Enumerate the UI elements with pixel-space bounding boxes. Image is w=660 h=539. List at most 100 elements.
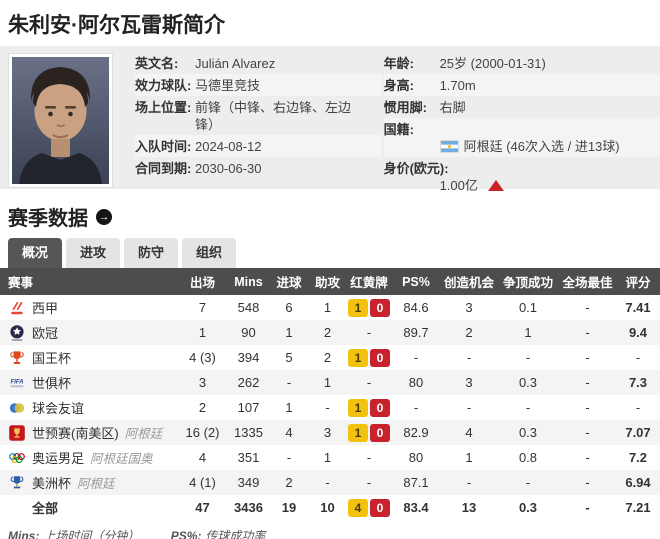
cell-chances-created: -: [466, 400, 472, 415]
player-photo-placeholder: [12, 57, 109, 184]
competition-name[interactable]: 世俱杯: [32, 376, 72, 391]
field-value: 1.00亿: [439, 177, 478, 193]
cell-assists: 1: [323, 300, 332, 315]
col-header-mins: Mins: [227, 268, 270, 295]
field-value: 1.70m: [439, 77, 476, 93]
field-contract-until: 合同到期: 2030-06-30: [135, 157, 382, 179]
cell-rating: 7.41: [625, 300, 651, 315]
field-value: 25岁 (2000-01-31): [439, 55, 546, 71]
cell-apps: 2: [198, 400, 207, 415]
col-header-competition: 赛事: [0, 268, 178, 295]
cell-goals: 19: [281, 500, 297, 515]
tab-overview[interactable]: 概况: [8, 238, 63, 268]
competition-name[interactable]: 国王杯: [32, 351, 72, 366]
club-world-cup-icon: FIFA: [8, 374, 26, 392]
cell-goals: 5: [285, 350, 293, 365]
cell-motm: -: [585, 475, 590, 490]
club-link[interactable]: 马德里竞技: [195, 77, 261, 93]
cell-motm: -: [585, 375, 590, 390]
cell-assists: 1: [323, 375, 332, 390]
cell-chances-created: 3: [465, 300, 473, 315]
cell-mins: 90: [241, 325, 256, 340]
cell-chances-created: -: [466, 475, 472, 490]
cell-aerial-won: -: [525, 475, 531, 490]
tab-organize[interactable]: 组织: [182, 238, 237, 268]
stats-row: 世预赛(南美区) 阿根廷 16 (2) 1335 4 3 1 0 82.9 4 0.3 - 7.07: [0, 420, 660, 445]
cell-mins: 107: [237, 400, 260, 415]
stats-row: 球会友谊 2 107 1-1 0- - - - -: [0, 395, 660, 420]
competition-name[interactable]: 世预赛(南美区): [32, 426, 119, 441]
field-preferred-foot: 惯用脚: 右脚: [384, 96, 660, 118]
cell-cards: -: [366, 450, 372, 465]
cell-goals: -: [286, 375, 292, 390]
cell-cards: -: [366, 375, 372, 390]
cell-aerial-won: 1: [524, 325, 532, 340]
cell-assists: 2: [323, 325, 332, 340]
cell-aerial-won: 0.3: [518, 375, 538, 390]
cell-mins: 349: [237, 475, 260, 490]
field-value: 2024-08-12: [195, 138, 262, 154]
cell-apps: 4: [198, 450, 207, 465]
field-label: 年龄:: [383, 55, 414, 71]
tab-defense[interactable]: 防守: [124, 238, 179, 268]
profile-left-fields: 英文名: Julián Alvarez 效力球队: 马德里竞技 场上位置: 前锋…: [135, 52, 382, 179]
field-label: 入队时间:: [135, 138, 192, 154]
competition-name: 全部: [32, 501, 59, 516]
field-label: 国籍:: [383, 121, 414, 137]
cell-pass-success: -: [413, 350, 419, 365]
arrow-right-icon[interactable]: →: [96, 208, 112, 225]
footnote-ps: PS%: 传球成功率: [170, 529, 266, 539]
field-label: 英文名:: [135, 55, 179, 71]
stats-row: FIFA 世俱杯 3 262 - 1 - 80 3 0.3 - 7.3: [0, 370, 660, 395]
competition-name[interactable]: 西甲: [32, 301, 59, 316]
field-value: 2030-06-30: [195, 160, 262, 176]
competition-name[interactable]: 美洲杯: [32, 476, 72, 491]
tab-attack[interactable]: 进攻: [66, 238, 121, 268]
cell-assists: 2: [323, 350, 332, 365]
cell-mins: 1335: [234, 425, 263, 440]
yellow-card-badge: 1: [348, 298, 368, 317]
cell-motm: -: [585, 400, 590, 415]
red-card-badge: 0: [370, 498, 390, 517]
col-header-apps: 出场: [178, 268, 227, 295]
red-card-badge: 0: [370, 298, 390, 317]
cell-mins: 351: [237, 450, 260, 465]
cell-cards: -: [366, 475, 372, 490]
cell-assists: 10: [320, 500, 335, 515]
team-name: 阿根廷: [77, 477, 115, 491]
table-footnotes: Mins: 上场时间（分钟） PS%: 传球成功率: [8, 527, 660, 539]
col-header-motm: 全场最佳: [559, 268, 616, 295]
field-label: 惯用脚:: [383, 99, 427, 115]
cell-chances-created: 3: [465, 375, 473, 390]
player-photo: [8, 53, 113, 188]
field-english-name: 英文名: Julián Alvarez: [135, 52, 382, 74]
yellow-card-badge: 1: [348, 423, 368, 442]
cell-motm: -: [585, 450, 590, 465]
copa-del-rey-icon: [8, 349, 26, 367]
competition-name[interactable]: 球会友谊: [32, 401, 85, 416]
world-cup-qualifiers-icon: [8, 424, 26, 442]
stats-header-row: 赛事 出场 Mins 进球 助攻 红黄牌 PS% 创造机会 争顶成功 全场最佳 评分: [0, 268, 660, 295]
cell-chances-created: 4: [465, 425, 473, 440]
cell-rating: 7.07: [625, 425, 651, 440]
footnote-mins: Mins: 上场时间（分钟）: [8, 529, 140, 539]
club-friendly-icon: [8, 399, 26, 417]
laliga-icon: [8, 299, 26, 317]
red-card-badge: 0: [370, 348, 390, 367]
competition-name[interactable]: 奥运男足: [32, 451, 85, 466]
cell-chances-created: 1: [465, 450, 473, 465]
stats-total-row: 全部 47 3436 19 10 4 0 83.4 13 0.3 - 7.21: [0, 495, 660, 520]
field-label: 身价(欧元):: [383, 160, 449, 176]
cell-rating: 7.2: [628, 450, 648, 465]
competition-name[interactable]: 欧冠: [32, 326, 59, 341]
cell-apps: 1: [198, 325, 207, 340]
cell-mins: 262: [237, 375, 260, 390]
field-label: 合同到期:: [135, 160, 192, 176]
season-tabs: 概况 进攻 防守 组织: [8, 238, 660, 268]
cell-aerial-won: 0.8: [518, 450, 538, 465]
olympics-icon: [8, 449, 26, 467]
col-header-chances-created: 创造机会: [441, 268, 497, 295]
